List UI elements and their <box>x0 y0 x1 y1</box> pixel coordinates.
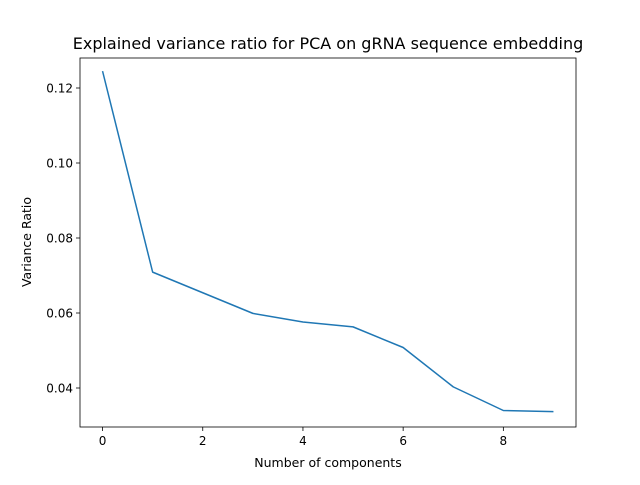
y-tick-label: 0.06 <box>46 307 73 321</box>
y-axis-label: Variance Ratio <box>19 197 34 287</box>
x-tick-label: 2 <box>199 434 207 448</box>
y-tick-label: 0.12 <box>46 82 73 96</box>
chart-title: Explained variance ratio for PCA on gRNA… <box>73 34 584 53</box>
plot-area: 0 2 4 6 8 0.04 0.06 0.08 0.10 0.12 <box>46 57 577 448</box>
x-axis-label: Number of components <box>254 455 401 470</box>
x-tick-label: 0 <box>99 434 107 448</box>
y-tick-label: 0.10 <box>46 157 73 171</box>
x-tick-label: 4 <box>299 434 307 448</box>
y-tick-label: 0.08 <box>46 232 73 246</box>
series-line <box>101 70 554 413</box>
y-tick-label: 0.04 <box>46 382 73 396</box>
plot-frame <box>79 57 577 428</box>
x-tick-label: 8 <box>500 434 508 448</box>
x-tick-label: 6 <box>399 434 407 448</box>
